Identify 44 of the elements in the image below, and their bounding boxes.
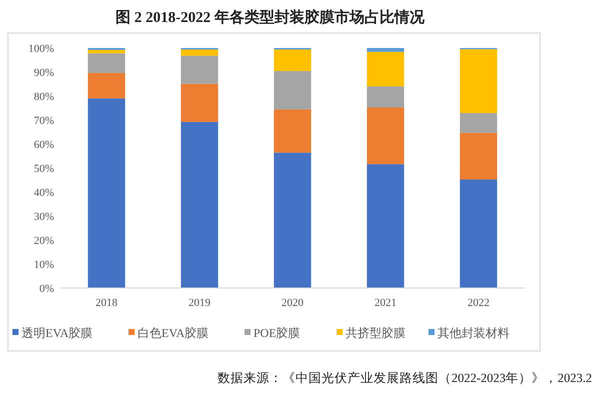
x-tick-label: 2019 <box>188 297 211 309</box>
legend-label: POE胶膜 <box>254 326 300 340</box>
bar <box>366 48 404 52</box>
y-tick-label: 30% <box>34 210 54 223</box>
bar <box>180 84 218 122</box>
y-tick-label: 90% <box>34 66 54 79</box>
bar <box>366 86 404 108</box>
legend-label: 透明EVA胶膜 <box>22 326 93 340</box>
source-note: 数据来源：《中国光伏产业发展路线图（2022-2023年）》，2023.2 <box>217 371 592 385</box>
x-tick-label: 2022 <box>468 297 490 309</box>
bar <box>88 50 126 54</box>
bar <box>366 164 404 288</box>
y-tick-label: 50% <box>34 162 54 175</box>
chart-title: 图 2 2018-2022 年各类型封装胶膜市场占比情况 <box>116 8 426 26</box>
bar <box>274 71 312 110</box>
bar <box>274 109 312 153</box>
y-tick-label: 10% <box>34 258 54 271</box>
bar <box>274 49 312 72</box>
y-tick-label: 60% <box>34 138 54 151</box>
bar <box>180 49 218 56</box>
legend-label: 共挤型胶膜 <box>346 326 406 340</box>
bar <box>460 113 498 133</box>
y-tick-label: 0% <box>39 282 54 295</box>
bar <box>460 180 498 288</box>
y-tick-label: 70% <box>34 114 54 127</box>
bar <box>274 152 312 288</box>
bar <box>88 72 126 98</box>
x-tick-label: 2021 <box>374 297 396 309</box>
bar <box>460 49 498 114</box>
y-tick-label: 20% <box>34 234 54 247</box>
y-tick-label: 100% <box>28 42 54 55</box>
legend-label: 其他封装材料 <box>438 326 510 340</box>
y-tick-label: 40% <box>34 186 54 199</box>
bar <box>180 56 218 84</box>
x-tick-label: 2018 <box>96 297 118 309</box>
y-tick-label: 80% <box>34 90 54 103</box>
bar <box>366 52 404 86</box>
bar <box>88 98 126 288</box>
legend-label: 白色EVA胶膜 <box>138 326 209 340</box>
bar <box>366 108 404 164</box>
bar <box>88 53 126 73</box>
bar <box>180 122 218 288</box>
x-tick-label: 2020 <box>282 297 304 309</box>
bar <box>460 132 498 180</box>
